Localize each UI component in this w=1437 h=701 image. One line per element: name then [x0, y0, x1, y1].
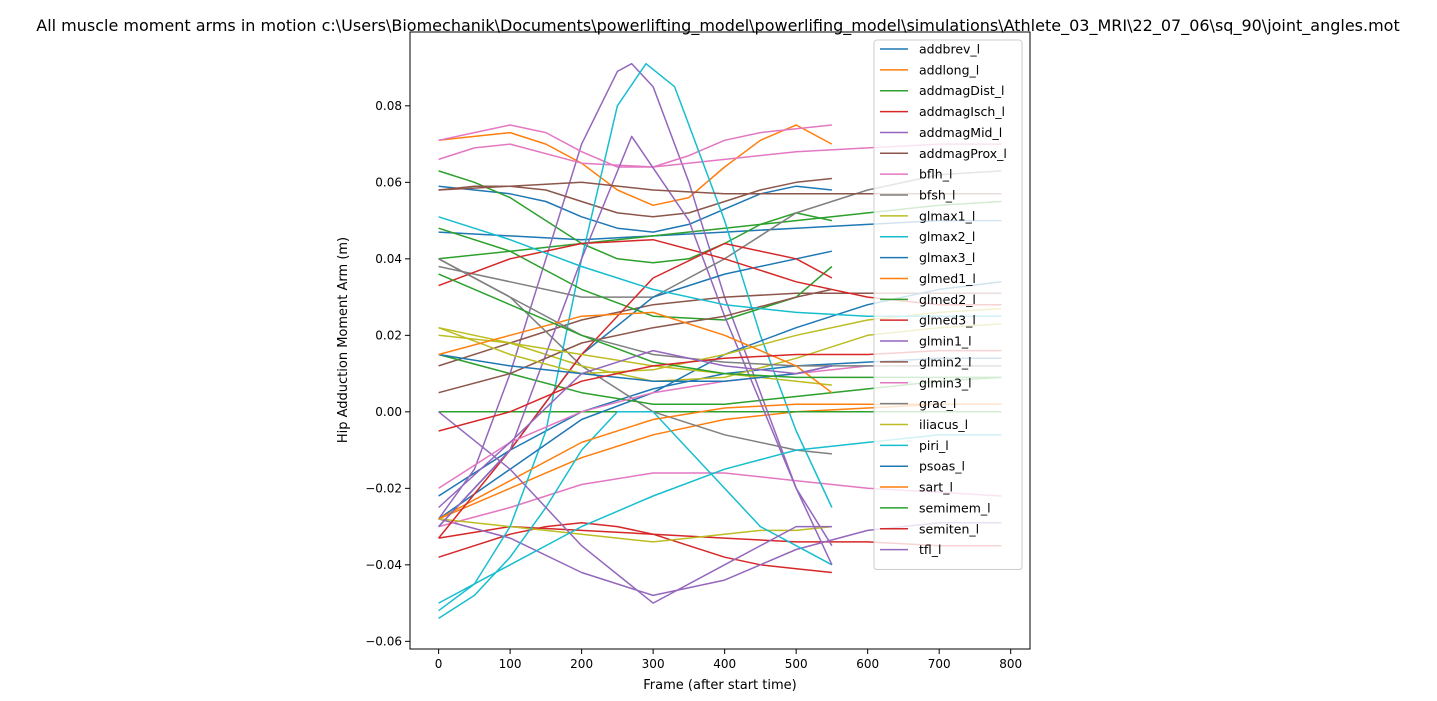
legend-label-glmin3_l: glmin3_l	[919, 375, 972, 390]
y-tick-label: 0.08	[375, 99, 402, 113]
series-line-addbrev_l-0	[438, 185, 832, 233]
x-tick-label: 800	[999, 657, 1022, 671]
series-line-bflh_l-0	[438, 124, 832, 168]
series-line-tfl_l-0	[438, 349, 833, 509]
legend-label-glmed1_l: glmed1_l	[919, 271, 976, 286]
y-axis-ticks: −0.06 −0.04 −0.02 0.00 0.02 0.04 0.06 0.08	[365, 99, 410, 648]
legend-label-glmax3_l: glmax3_l	[919, 250, 975, 265]
legend-box	[873, 39, 1023, 570]
legend-label-addmagMid_l: addmagMid_l	[919, 125, 1002, 140]
y-tick-label: 0.04	[375, 252, 402, 266]
x-tick-label: 300	[642, 657, 665, 671]
legend-label-addbrev_l: addbrev_l	[919, 42, 980, 57]
legend-label-grac_l: grac_l	[919, 396, 956, 411]
x-tick-label: 400	[713, 657, 736, 671]
legend-label-bflh_l: bflh_l	[919, 167, 952, 182]
legend-label-bfsh_l: bfsh_l	[919, 188, 956, 203]
legend-label-piri_l: piri_l	[919, 438, 949, 453]
legend-label-semimem_l: semimem_l	[919, 500, 991, 515]
legend-label-addmagIsch_l: addmagIsch_l	[919, 104, 1005, 119]
x-tick-label: 600	[856, 657, 879, 671]
y-tick-label: −0.04	[365, 558, 402, 572]
legend: addbrev_l addlong_l addmagDist_l addmagIsch…	[873, 39, 1023, 570]
y-axis-label: Hip Adduction Moment Arm (m)	[336, 237, 351, 443]
x-tick-label: 700	[928, 657, 951, 671]
x-tick-label: 500	[785, 657, 808, 671]
legend-label-glmax1_l: glmax1_l	[919, 208, 975, 223]
legend-label-addmagDist_l: addmagDist_l	[919, 83, 1005, 98]
series-line-addmagDist_l-1	[438, 170, 833, 264]
legend-label-addmagProx_l: addmagProx_l	[919, 146, 1007, 161]
series-line-glmax3_l-1	[438, 250, 833, 528]
legend-label-glmed3_l: glmed3_l	[919, 313, 976, 328]
chart-title: All muscle moment arms in motion c:\User…	[36, 16, 1400, 36]
legend-label-glmed2_l: glmed2_l	[919, 292, 976, 307]
x-axis-label: Frame (after start time)	[643, 678, 796, 693]
axes-frame	[409, 31, 1031, 650]
legend-label-glmin1_l: glmin1_l	[919, 334, 972, 349]
series-line-glmin2_l-0	[438, 288, 833, 394]
y-tick-label: 0.00	[375, 405, 402, 419]
y-tick-label: −0.02	[365, 481, 402, 495]
series-line-sart_l-0	[438, 311, 833, 394]
series-line-glmin1_l-1	[438, 411, 832, 604]
legend-label-sart_l: sart_l	[919, 480, 953, 495]
legend-label-glmax2_l: glmax2_l	[919, 229, 975, 244]
x-axis-ticks: 0 100 200 300 400 500 600 700 800	[435, 649, 1022, 671]
x-tick-label: 200	[570, 657, 593, 671]
y-tick-label: 0.02	[375, 328, 402, 342]
y-tick-label: 0.06	[375, 175, 402, 189]
series-line-addlong_l-0	[438, 124, 833, 207]
legend-label-iliacus_l: iliacus_l	[919, 417, 968, 432]
legend-label-tfl_l: tfl_l	[919, 542, 942, 557]
y-tick-label: −0.06	[365, 634, 402, 648]
legend-label-addlong_l: addlong_l	[919, 62, 979, 77]
series-line-glmax2_l-0	[438, 62, 833, 612]
legend-label-psoas_l: psoas_l	[919, 459, 965, 474]
x-tick-label: 100	[499, 657, 522, 671]
legend-label-glmin2_l: glmin2_l	[919, 354, 972, 369]
series-line-glmax2_l-1	[438, 411, 833, 620]
x-tick-label: 0	[435, 657, 443, 671]
legend-label-semiten_l: semiten_l	[919, 521, 979, 536]
series-line-glmin1_l-0	[438, 135, 833, 566]
